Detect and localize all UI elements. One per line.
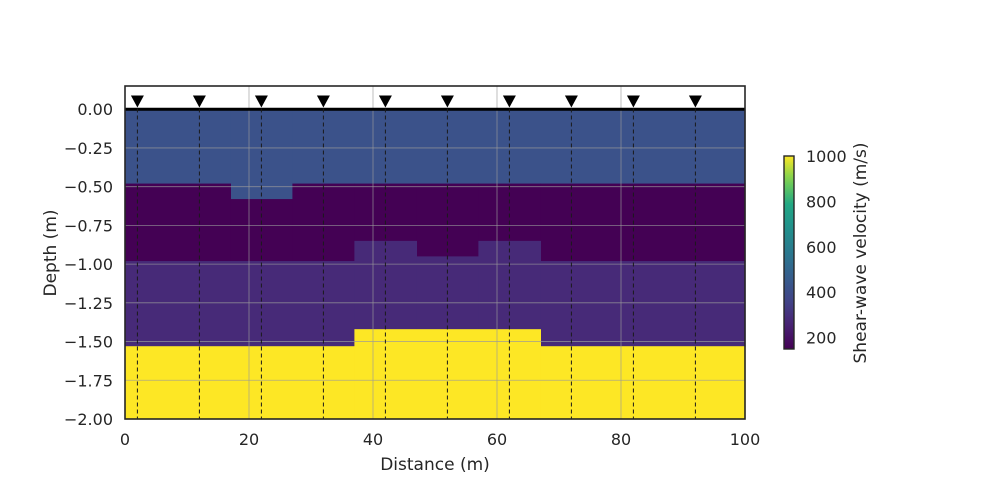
sensor-marker (130, 95, 144, 108)
y-tick-label: −0.25 (64, 139, 113, 158)
y-tick-label: −0.75 (64, 216, 113, 235)
sensor-marker (440, 95, 454, 108)
y-tick-label: −1.00 (64, 255, 113, 274)
colorbar-tick-label: 1000 (806, 147, 847, 166)
x-tick-label: 60 (487, 430, 507, 449)
sensor-markers (130, 95, 702, 108)
velocity-cell (292, 109, 746, 185)
colorbar-tick-label: 200 (806, 329, 837, 348)
x-axis-label: Distance (m) (380, 455, 490, 475)
velocity-cell (125, 183, 231, 262)
sensor-marker (626, 95, 640, 108)
colorbar-tick-label: 400 (806, 283, 837, 302)
velocity-cell (540, 183, 746, 262)
sensor-marker (192, 95, 206, 108)
velocity-cell (385, 240, 417, 330)
x-tick-label: 20 (239, 430, 259, 449)
x-axis-ticks: 0 20 40 60 80 100 (120, 430, 760, 449)
velocity-cell (478, 183, 541, 242)
x-tick-label: 80 (611, 430, 631, 449)
velocity-cell (125, 109, 231, 185)
sensor-marker (502, 95, 516, 108)
colorbar-label: Shear-wave velocity (m/s) (851, 143, 871, 364)
sensor-marker (564, 95, 578, 108)
velocity-cell (354, 240, 386, 330)
velocity-layers (125, 86, 746, 420)
velocity-cell (385, 183, 417, 242)
colorbar-tick-label: 600 (806, 238, 837, 257)
colorbar-gradient (783, 155, 795, 350)
y-tick-label: −1.25 (64, 294, 113, 313)
sensor-lines (136, 101, 696, 419)
x-tick-label: 100 (730, 430, 761, 449)
velocity-cell (540, 261, 746, 347)
velocity-cell (540, 346, 746, 420)
y-tick-label: −1.50 (64, 333, 113, 352)
y-tick-label: −2.00 (64, 410, 113, 429)
velocity-cell (354, 183, 386, 242)
colorbar: 200 400 600 800 1000 (783, 147, 847, 350)
x-tick-label: 0 (120, 430, 130, 449)
y-tick-label: −0.50 (64, 178, 113, 197)
sensor-marker (378, 95, 392, 108)
axes-frame (124, 85, 746, 420)
sensor-marker (316, 95, 330, 108)
y-axis-ticks: 0.00 −0.25 −0.50 −0.75 −1.00 −1.25 −1.50 −1.75 −… (64, 100, 113, 429)
y-tick-label: −1.75 (64, 371, 113, 390)
colorbar-tick-label: 800 (806, 192, 837, 211)
y-tick-label: 0.00 (77, 100, 113, 119)
sensor-marker (688, 95, 702, 108)
sensor-marker (254, 95, 268, 108)
y-axis-label: Depth (m) (41, 209, 61, 296)
velocity-cell (125, 346, 355, 420)
x-tick-label: 40 (363, 430, 383, 449)
velocity-cell (125, 261, 355, 347)
plot-frame (124, 85, 746, 420)
